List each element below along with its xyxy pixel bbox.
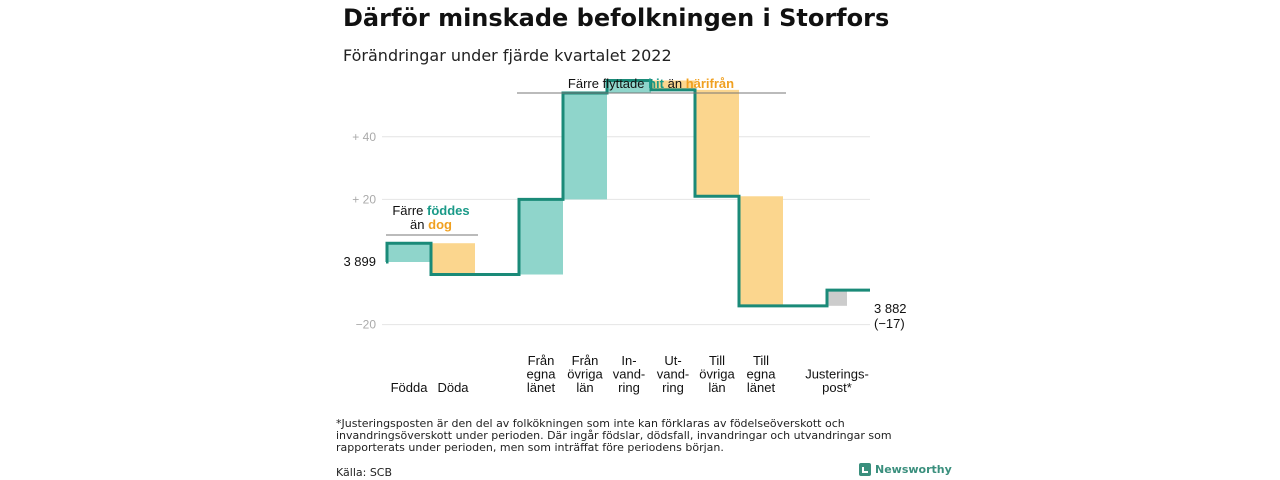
brand-name: Newsworthy xyxy=(875,463,952,476)
y-tick-label: + 40 xyxy=(352,130,376,144)
annotation-migration-part4: härifrån xyxy=(686,76,734,91)
chart-subtitle: Förändringar under fjärde kvartalet 2022 xyxy=(343,46,672,65)
annotation-births-part1: Färre xyxy=(392,203,427,218)
bar xyxy=(519,199,563,275)
annotation-births-part2: föddes xyxy=(427,203,470,218)
category-label: In-vand-ring xyxy=(613,353,646,395)
bar xyxy=(827,290,847,306)
bar xyxy=(651,80,695,90)
bar xyxy=(695,89,739,197)
y-tick-label: −20 xyxy=(356,318,377,332)
annotation-migration-part1: Färre flyttade xyxy=(568,76,648,91)
chart-title: Därför minskade befolkningen i Storfors xyxy=(343,4,890,32)
waterfall-chart: + 40 + 20 −20 Födda Döda Från egna länet Från öv… xyxy=(343,76,907,396)
annotation-migration-part2: hit xyxy=(648,76,665,91)
bar xyxy=(387,243,431,262)
y-tick-label: + 20 xyxy=(352,192,376,206)
annotation-migration-part3: än xyxy=(664,76,686,91)
source-label: Källa: SCB xyxy=(336,466,393,479)
category-label: Till övriga län xyxy=(699,353,735,395)
annotation-births-line2: än dog xyxy=(410,217,452,232)
annotation-deaths-part1: än xyxy=(410,217,428,232)
footnote: *Justeringsposten är den del av folkökni… xyxy=(336,417,892,454)
annotation-migration: Färre flyttade hit än härifrån xyxy=(568,76,734,91)
bar xyxy=(563,92,607,200)
start-value-label: 3 899 xyxy=(343,254,376,269)
newsworthy-logo-icon xyxy=(859,463,871,476)
brand-logo: Newsworthy xyxy=(859,463,952,476)
bar xyxy=(739,196,783,306)
end-value-label: 3 882 xyxy=(874,301,907,316)
category-label: Till egna länet xyxy=(747,353,777,395)
end-change-label: (−17) xyxy=(874,316,905,331)
category-label: Från övriga län xyxy=(567,353,603,395)
bar xyxy=(431,243,475,275)
category-label: Justerings-post* xyxy=(805,367,869,396)
bar xyxy=(607,80,651,93)
annotation-births-line1: Färre föddes xyxy=(392,203,469,218)
category-label: Ut-vand-ring xyxy=(657,353,690,395)
category-label: Döda xyxy=(437,380,469,395)
category-label: Från egna länet xyxy=(527,353,557,395)
cumulative-step-line xyxy=(385,78,870,308)
category-label: Födda xyxy=(391,380,429,395)
annotation-deaths-part2: dog xyxy=(428,217,452,232)
